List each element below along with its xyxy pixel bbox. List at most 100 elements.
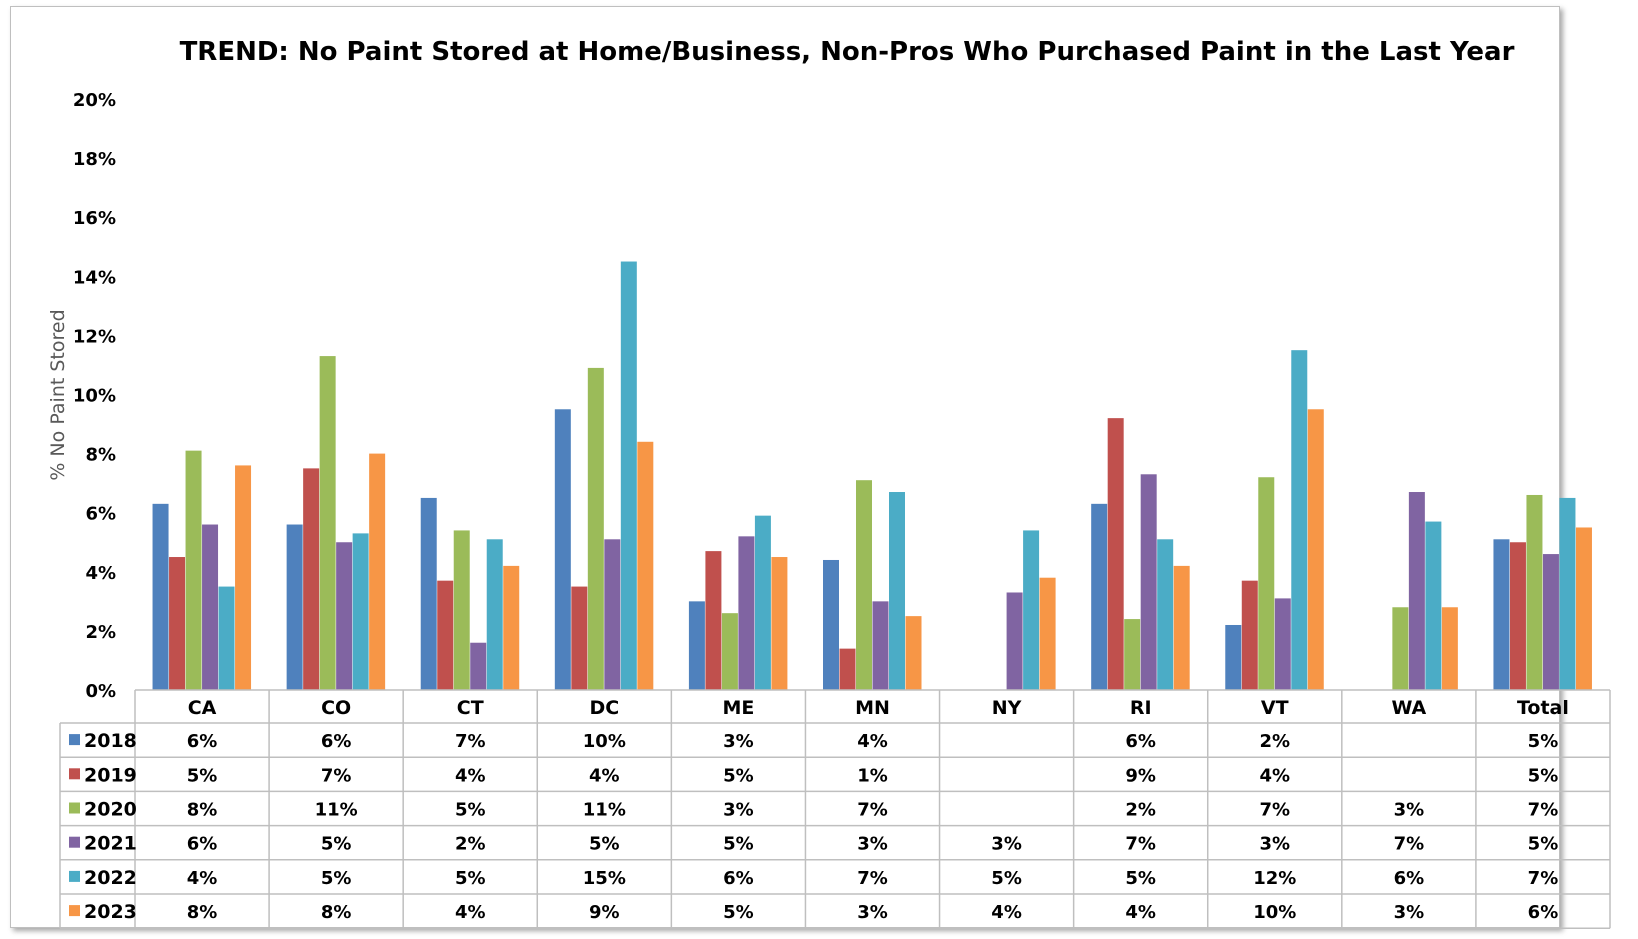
bar-2019-vt (1241, 580, 1258, 690)
table-cell: 11% (583, 800, 626, 821)
table-cell: 3% (1394, 902, 1425, 923)
legend-swatch-2023 (69, 905, 80, 917)
y-axis-ticks: 0% 2% 4% 6% 8% 10% 12% 14% 16% 18% 20% (73, 90, 116, 702)
bar-2021-ri (1140, 474, 1157, 690)
table-cell: 5% (187, 765, 218, 786)
y-tick-label: 10% (73, 386, 116, 407)
y-tick-label: 12% (73, 326, 116, 347)
table-cell: 4% (187, 868, 218, 889)
bar-2020-ri (1124, 619, 1141, 690)
bar-2019-ri (1107, 418, 1124, 690)
y-tick-label: 8% (85, 445, 116, 466)
table-cell: 5% (1528, 731, 1559, 752)
category-label: CT (457, 697, 484, 719)
bar-2021-vt (1274, 598, 1291, 690)
table-cell: 4% (857, 731, 888, 752)
bar-2019-co (303, 468, 320, 690)
bar-2021-wa (1408, 492, 1425, 690)
bar-2018-co (286, 524, 303, 690)
table-cell: 10% (1253, 902, 1296, 923)
y-tick-label: 4% (85, 563, 116, 584)
category-label: MN (855, 697, 890, 719)
bar-2019-dc (571, 586, 588, 690)
bar-2020-co (319, 356, 336, 690)
bar-2023-mn (905, 616, 922, 690)
category-label: NY (992, 697, 1022, 719)
bar-2018-mn (823, 559, 839, 690)
legend-swatch-2022 (69, 870, 80, 882)
bar-2018-vt (1225, 624, 1242, 690)
bar-2021-me (738, 536, 755, 690)
y-tick-label: 18% (73, 149, 116, 170)
y-tick-label: 2% (85, 622, 116, 643)
table-cell: 7% (857, 800, 888, 821)
table-cell: 15% (583, 868, 626, 889)
bar-2019-mn (839, 648, 856, 690)
table-cell: 9% (1125, 765, 1156, 786)
table-cell: 9% (589, 902, 620, 923)
table-cell: 7% (1259, 800, 1290, 821)
series-label: 2020 (84, 799, 137, 821)
table-cell: 2% (1125, 800, 1156, 821)
table-cell: 2% (455, 834, 486, 855)
series-label: 2022 (84, 867, 137, 889)
bar-2023-co (369, 453, 386, 690)
bar-2019-total (1509, 542, 1526, 690)
bar-2022-co (352, 533, 369, 690)
table-cell: 6% (321, 731, 352, 752)
table-cell: 3% (723, 731, 754, 752)
table-cell: 7% (1125, 834, 1156, 855)
bar-2020-me (721, 613, 738, 690)
bar-2022-ct (486, 539, 503, 690)
table-cell: 6% (1394, 868, 1425, 889)
bar-2022-dc (620, 261, 637, 690)
chart-title: TREND: No Paint Stored at Home/Business,… (180, 37, 1515, 67)
table-cell: 7% (1528, 800, 1559, 821)
bar-2023-ri (1173, 565, 1190, 690)
table-cell: 4% (1125, 902, 1156, 923)
legend-swatch-2019 (69, 768, 80, 780)
table-cell: 6% (187, 731, 218, 752)
table-cell: 7% (321, 765, 352, 786)
bar-2021-co (336, 542, 353, 690)
table-cell: 5% (589, 834, 620, 855)
table-cell: 7% (857, 868, 888, 889)
table-cell: 7% (455, 731, 486, 752)
bar-2023-ca (235, 465, 252, 690)
bar-2021-ca (202, 524, 219, 690)
category-label: DC (589, 697, 619, 719)
table-cell: 7% (1528, 868, 1559, 889)
table-cell: 5% (1528, 765, 1559, 786)
bar-2022-ny (1023, 530, 1040, 690)
table-cell: 3% (857, 902, 888, 923)
table-cell: 5% (455, 800, 486, 821)
table-cell: 2% (1259, 731, 1290, 752)
bar-2018-ri (1091, 503, 1108, 690)
table-cell: 5% (1125, 868, 1156, 889)
table-cell: 5% (1528, 834, 1559, 855)
y-tick-label: 16% (73, 208, 116, 229)
table-cell: 5% (723, 834, 754, 855)
table-cell: 7% (1394, 834, 1425, 855)
bar-2021-total (1542, 554, 1559, 690)
bar-2023-me (771, 557, 788, 690)
category-label: VT (1261, 697, 1289, 719)
bar-2021-mn (872, 601, 889, 690)
series-label: 2023 (84, 901, 137, 923)
bars (152, 261, 1592, 690)
bar-2022-vt (1291, 350, 1308, 690)
category-label: Total (1517, 697, 1569, 719)
bar-2021-dc (604, 539, 621, 690)
bar-2021-ny (1006, 592, 1023, 690)
table-cell: 5% (723, 765, 754, 786)
data-table: CA CO CT DC ME MN NY RI VT WA Total 2018 6% 6% 7% 10% 3%… (59, 689, 1611, 929)
table-cell: 6% (723, 868, 754, 889)
y-tick-label: 20% (73, 90, 116, 111)
bar-2022-wa (1425, 521, 1442, 690)
bar-2019-ca (169, 557, 186, 690)
bar-2019-me (705, 551, 722, 690)
y-axis-label: % No Paint Stored (47, 309, 69, 480)
bar-2021-ct (470, 642, 487, 690)
bar-2023-dc (637, 441, 654, 690)
